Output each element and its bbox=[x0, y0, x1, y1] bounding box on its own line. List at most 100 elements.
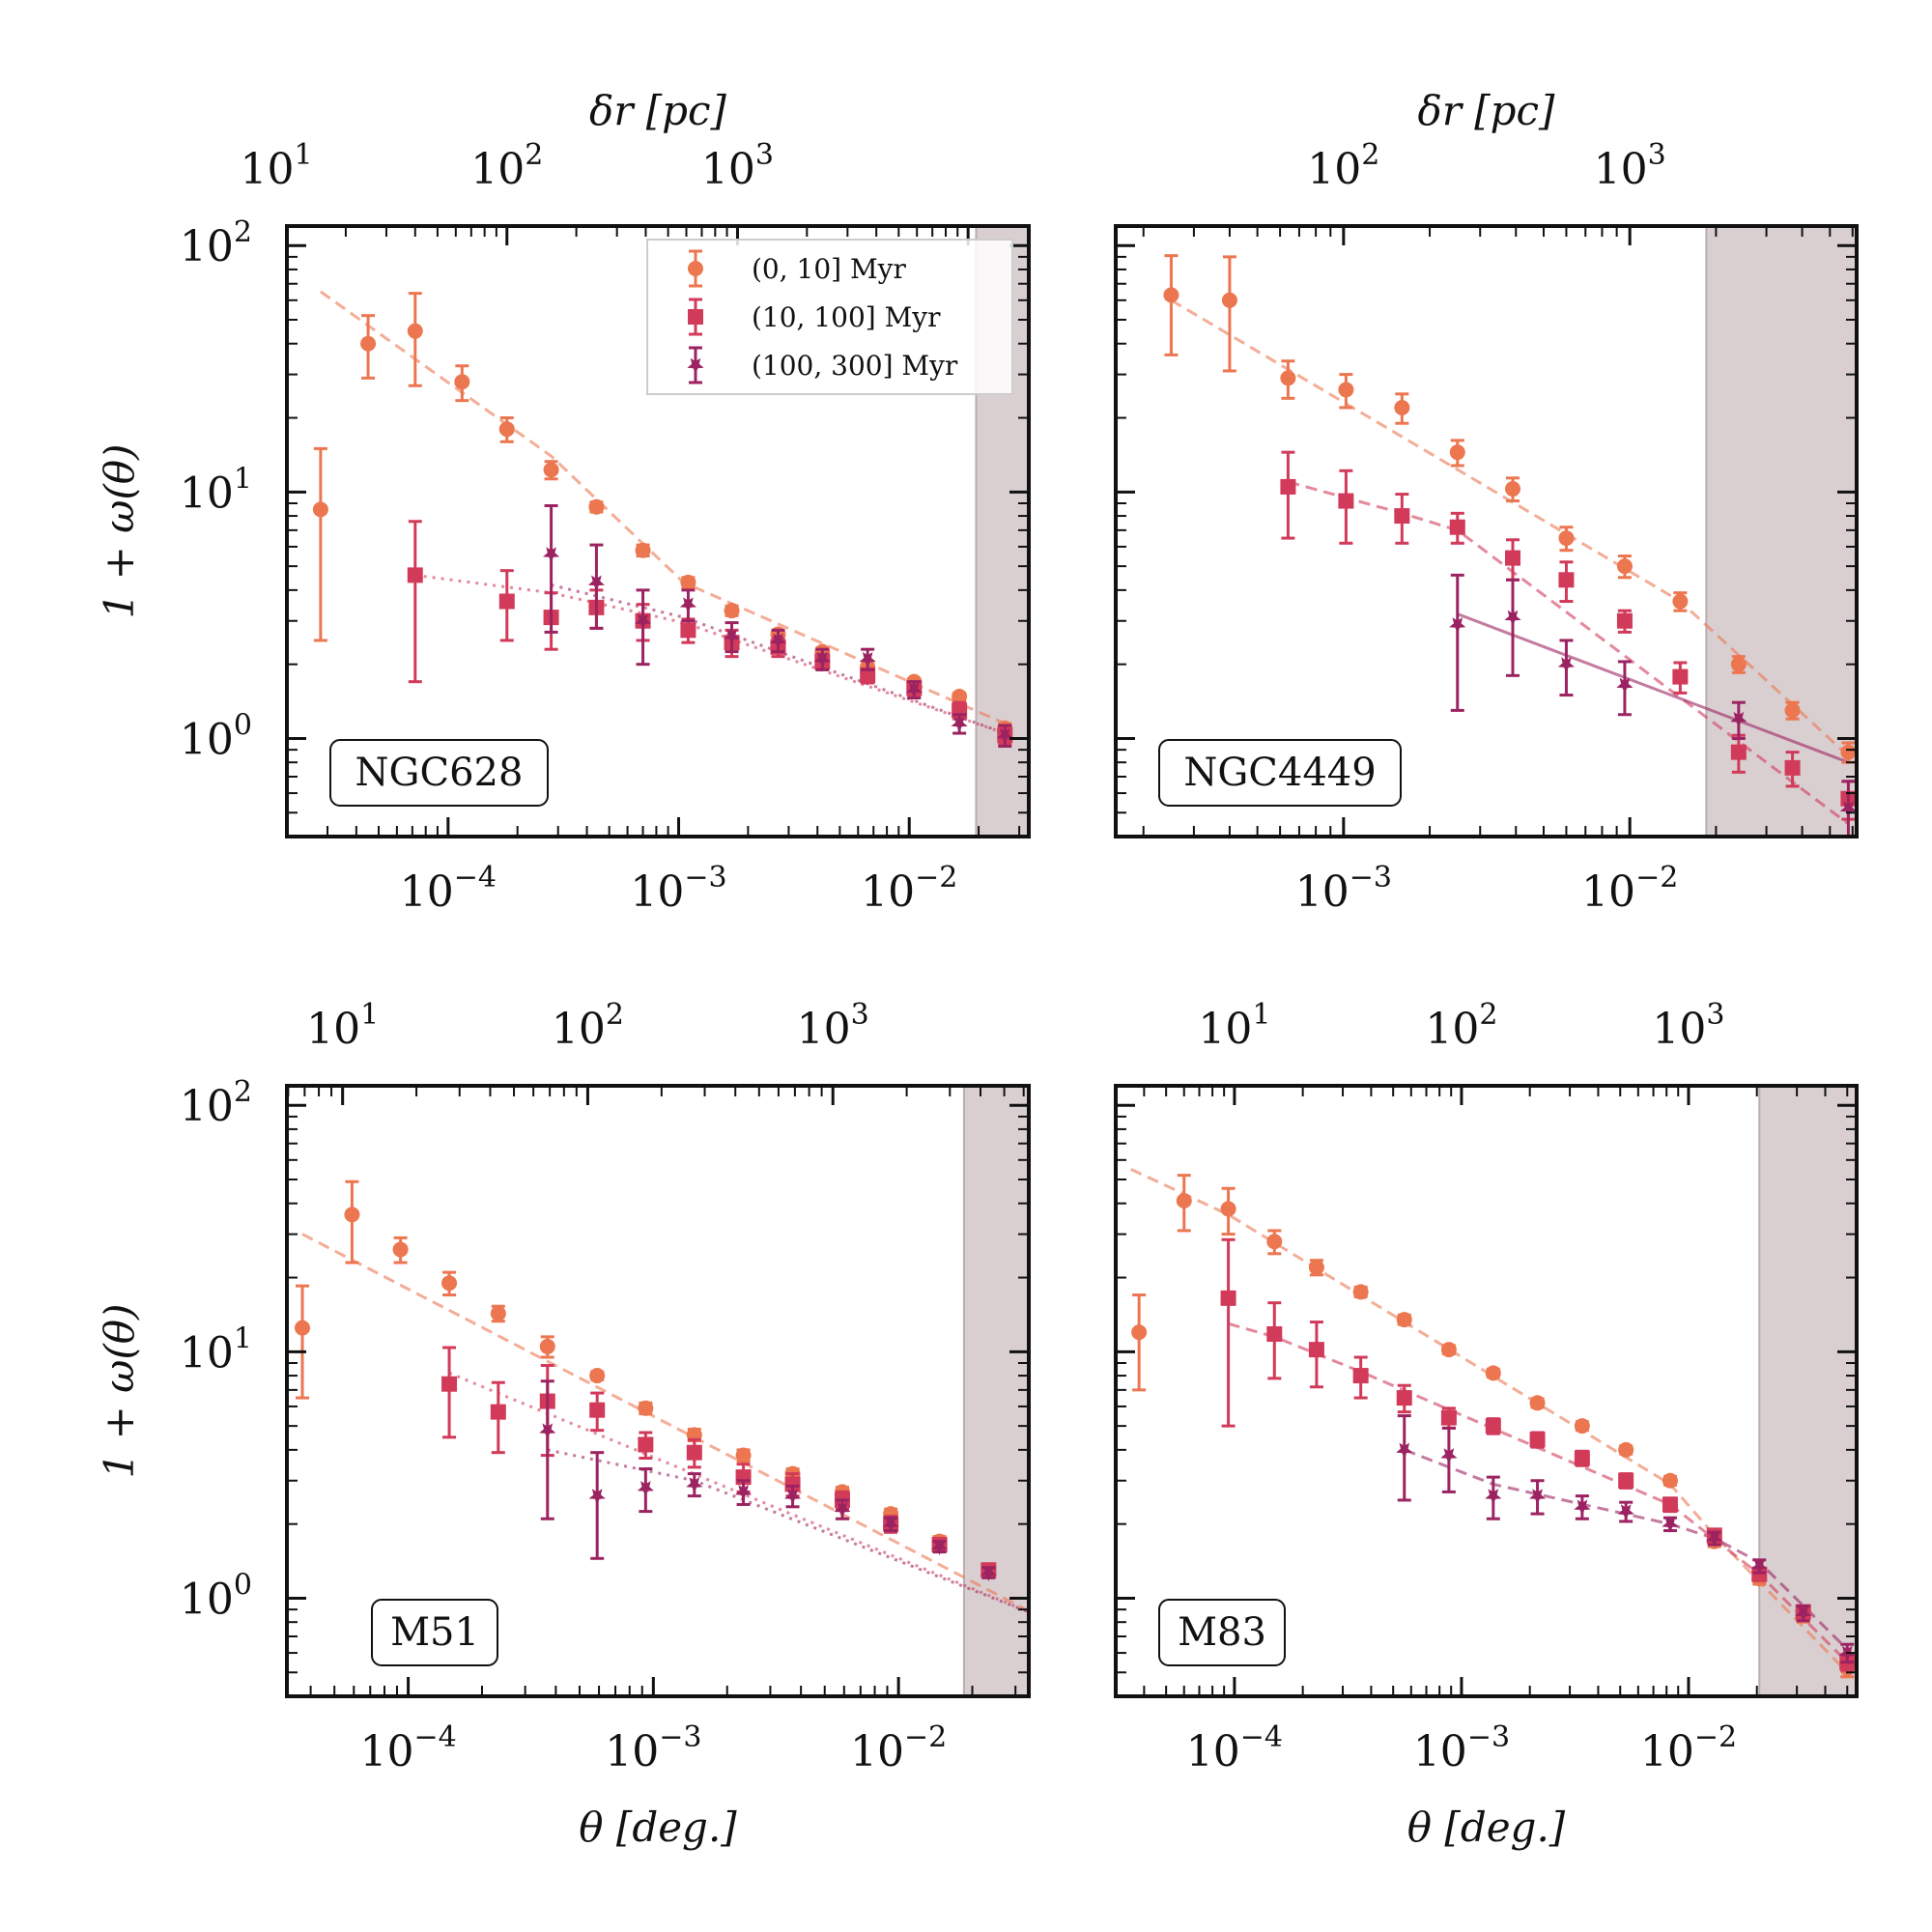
fit-line-young bbox=[320, 290, 1006, 725]
x-tick-label: 10−4 bbox=[359, 1720, 456, 1776]
data-point bbox=[1176, 1192, 1192, 1208]
series-young bbox=[1163, 254, 1857, 764]
top-axis-title: δr [pc] bbox=[1418, 87, 1556, 134]
legend-marker bbox=[687, 357, 704, 374]
data-point bbox=[834, 1501, 851, 1519]
series-old bbox=[539, 1379, 997, 1581]
data-point bbox=[637, 1481, 654, 1497]
x-tick-label: 10−2 bbox=[861, 861, 957, 917]
series-mid bbox=[1280, 450, 1857, 821]
y-tick-label: 101 bbox=[180, 462, 252, 518]
data-point bbox=[1662, 1472, 1678, 1489]
y-axis-title: 1 + ω(θ) bbox=[96, 444, 143, 619]
galaxy-label: M51 bbox=[390, 1610, 479, 1655]
data-point bbox=[1706, 1531, 1723, 1548]
data-point bbox=[407, 323, 423, 339]
data-point bbox=[588, 498, 605, 515]
data-point bbox=[769, 633, 787, 649]
data-point bbox=[1618, 1472, 1634, 1489]
top-tick-label: 103 bbox=[797, 998, 869, 1054]
data-point bbox=[1280, 370, 1296, 386]
data-point bbox=[1266, 1325, 1283, 1342]
data-point bbox=[1396, 1312, 1412, 1328]
data-point bbox=[1266, 1234, 1283, 1250]
data-point bbox=[589, 1368, 606, 1384]
legend-box bbox=[646, 239, 1013, 395]
data-point bbox=[1338, 493, 1354, 509]
y-tick-label: 100 bbox=[180, 708, 252, 764]
data-point bbox=[1504, 610, 1521, 627]
series-old bbox=[1396, 1414, 1856, 1664]
data-point bbox=[1574, 1499, 1591, 1516]
data-point bbox=[1030, 1602, 1045, 1617]
data-point bbox=[490, 1404, 506, 1420]
data-point bbox=[724, 603, 740, 619]
top-tick-label: 103 bbox=[701, 138, 774, 194]
x-tick-label: 10−2 bbox=[1640, 1720, 1737, 1776]
data-point bbox=[539, 1423, 556, 1439]
x-tick-label: 10−4 bbox=[400, 861, 497, 917]
data-point bbox=[1352, 1284, 1369, 1300]
data-point bbox=[1784, 702, 1801, 719]
data-point bbox=[680, 574, 696, 590]
data-point bbox=[1574, 1450, 1590, 1466]
series-old bbox=[543, 504, 1013, 749]
data-point bbox=[587, 575, 605, 591]
data-point bbox=[589, 1402, 606, 1418]
data-point bbox=[1308, 1342, 1324, 1358]
y-axis-title: 1 + ω(θ) bbox=[96, 1304, 143, 1479]
x-tick-label: 10−3 bbox=[1295, 861, 1392, 917]
data-point bbox=[931, 1539, 949, 1555]
top-tick-label: 103 bbox=[1594, 138, 1666, 194]
data-point bbox=[1529, 1432, 1546, 1448]
legend-label: (10, 100] Myr bbox=[752, 301, 941, 333]
data-point bbox=[588, 1489, 606, 1505]
panel-ngc4449: 10−3 10−2 102 103 δr [pc] NGC4449 bbox=[1114, 87, 1859, 917]
data-point bbox=[905, 682, 923, 698]
data-point bbox=[1529, 1489, 1547, 1505]
excluded-region-shade bbox=[1705, 225, 1858, 838]
legend-marker bbox=[688, 261, 703, 276]
axes-frame bbox=[285, 224, 1031, 838]
data-point bbox=[1840, 744, 1857, 760]
data-point bbox=[1839, 801, 1857, 817]
data-point bbox=[490, 1305, 506, 1321]
data-point bbox=[454, 374, 470, 390]
top-axis-title: δr [pc] bbox=[589, 87, 727, 134]
data-point bbox=[1505, 550, 1521, 566]
data-point bbox=[392, 1241, 409, 1258]
fit-line-young bbox=[301, 1233, 1029, 1613]
data-point bbox=[980, 1565, 997, 1581]
data-point bbox=[498, 421, 515, 438]
top-tick-label: 102 bbox=[552, 998, 624, 1054]
x-tick-label: 10−3 bbox=[630, 861, 726, 917]
data-point bbox=[680, 622, 696, 639]
data-point bbox=[1449, 519, 1465, 535]
data-point bbox=[1280, 478, 1296, 495]
data-point bbox=[1221, 292, 1237, 308]
axes-frame bbox=[1114, 224, 1859, 838]
data-point bbox=[441, 1376, 458, 1392]
y-tick-label: 100 bbox=[180, 1568, 252, 1624]
data-point bbox=[686, 1477, 703, 1493]
data-point bbox=[1616, 677, 1634, 694]
data-point bbox=[1557, 657, 1575, 673]
series-mid bbox=[407, 520, 1013, 746]
data-point bbox=[784, 1476, 801, 1492]
data-point bbox=[996, 727, 1013, 745]
data-point bbox=[1163, 287, 1179, 303]
y-tick-label: 102 bbox=[180, 215, 252, 271]
data-point bbox=[859, 652, 876, 668]
data-point bbox=[1440, 1409, 1457, 1426]
data-point bbox=[1394, 399, 1410, 415]
top-tick-label: 101 bbox=[306, 998, 379, 1054]
galaxy-label: NGC4449 bbox=[1183, 751, 1376, 795]
axes-frame bbox=[1114, 1084, 1859, 1698]
x-tick-label: 10−4 bbox=[1186, 1720, 1283, 1776]
axes-frame bbox=[285, 1084, 1031, 1698]
data-point bbox=[1662, 1496, 1678, 1513]
galaxy-label: M83 bbox=[1178, 1610, 1266, 1655]
data-point bbox=[951, 716, 968, 732]
data-point bbox=[1730, 656, 1747, 672]
